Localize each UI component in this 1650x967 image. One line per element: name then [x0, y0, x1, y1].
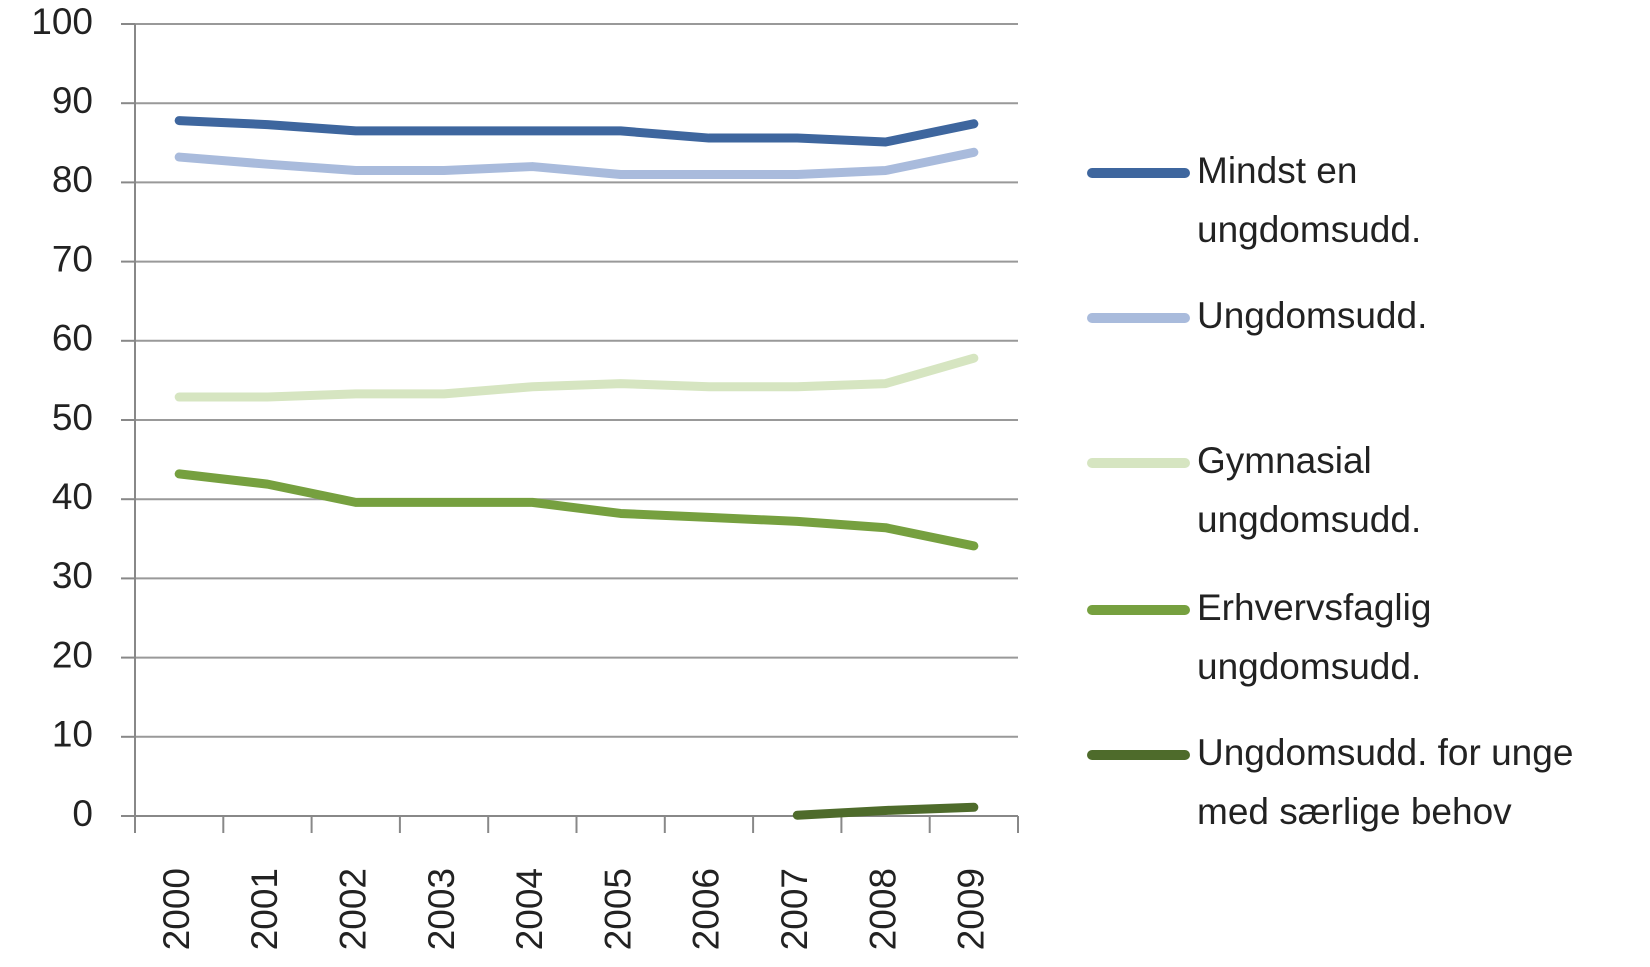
- y-tick-label: 100: [31, 1, 93, 42]
- series-line: [792, 802, 979, 820]
- x-tick-label: 2006: [686, 868, 727, 950]
- legend-label: Gymnasial ungdomsudd.: [1197, 440, 1421, 540]
- legend-label: Erhvervsfaglig ungdomsudd.: [1197, 587, 1431, 687]
- x-tick-label: 2007: [774, 868, 815, 950]
- y-tick-label: 90: [52, 80, 93, 121]
- legend-label-line: ungdomsudd.: [1197, 499, 1421, 540]
- y-tick-label: 60: [52, 318, 93, 359]
- y-tick-label: 70: [52, 238, 93, 279]
- y-tick-label: 30: [52, 555, 93, 596]
- legend-label-line: ungdomsudd.: [1197, 646, 1421, 687]
- x-tick-label: 2004: [509, 868, 550, 950]
- legend-label: Ungdomsudd.: [1197, 295, 1427, 336]
- x-tick-label: 2009: [951, 868, 992, 950]
- series-line: [174, 116, 979, 147]
- series-line: [174, 469, 979, 551]
- legend-label-line: Erhvervsfaglig: [1197, 587, 1431, 628]
- y-tick-label: 80: [52, 159, 93, 200]
- x-tick-label: 2003: [421, 868, 462, 950]
- x-tick-label: 2000: [156, 868, 197, 950]
- legend-label-line: Ungdomsudd. for unge: [1197, 732, 1573, 773]
- legend-label-line: Mindst en: [1197, 150, 1357, 191]
- x-tick-label: 2002: [333, 868, 374, 950]
- legend-label: Ungdomsudd. for unge med særlige behov: [1197, 732, 1573, 832]
- y-tick-label: 50: [52, 397, 93, 438]
- y-tick-label: 40: [52, 476, 93, 517]
- legend-label: Mindst en ungdomsudd.: [1197, 150, 1421, 250]
- series-line: [174, 147, 979, 179]
- y-tick-label: 20: [52, 634, 93, 675]
- legend-label-line: med særlige behov: [1197, 791, 1512, 832]
- legend-label-line: ungdomsudd.: [1197, 209, 1421, 250]
- x-tick-label: 2008: [862, 868, 903, 950]
- x-tick-label: 2005: [597, 868, 638, 950]
- legend-label-line: Gymnasial: [1197, 440, 1372, 481]
- y-tick-label: 0: [72, 793, 93, 834]
- legend-label-line: Ungdomsudd.: [1197, 295, 1427, 336]
- series-line: [174, 353, 979, 402]
- y-tick-label: 10: [52, 714, 93, 755]
- x-tick-label: 2001: [244, 868, 285, 950]
